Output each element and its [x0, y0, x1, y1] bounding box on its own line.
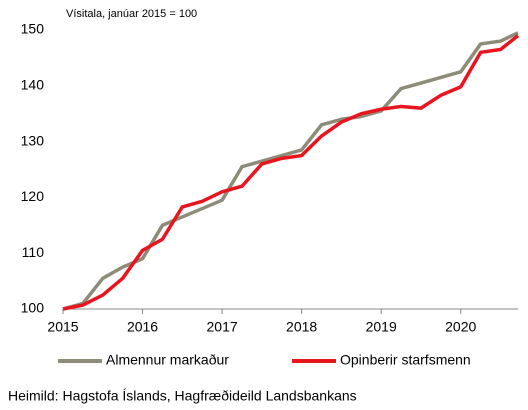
- y-tick-label: 150: [21, 21, 45, 37]
- y-tick-label: 100: [21, 300, 45, 316]
- x-tick-label: 2016: [127, 319, 158, 335]
- source-note: Heimild: Hagstofa Íslands, Hagfræðideild…: [8, 388, 357, 404]
- x-tick-label: 2015: [47, 319, 78, 335]
- series-line: [62, 34, 520, 311]
- y-tick-label: 110: [22, 244, 45, 260]
- y-tick-label: 140: [21, 77, 45, 93]
- y-tick-label: 130: [21, 132, 45, 148]
- x-tick-label: 2018: [286, 319, 317, 335]
- chart-subtitle: Vísitala, janúar 2015 = 100: [66, 8, 197, 20]
- x-tick-label: 2019: [366, 319, 397, 335]
- x-tick-label: 2017: [207, 319, 238, 335]
- legend-label: Opinberir starfsmenn: [340, 352, 471, 368]
- y-tick-label: 120: [21, 188, 45, 204]
- x-tick-label: 2020: [445, 319, 476, 335]
- legend-label: Almennur markaður: [106, 352, 229, 368]
- series-line: [62, 31, 519, 311]
